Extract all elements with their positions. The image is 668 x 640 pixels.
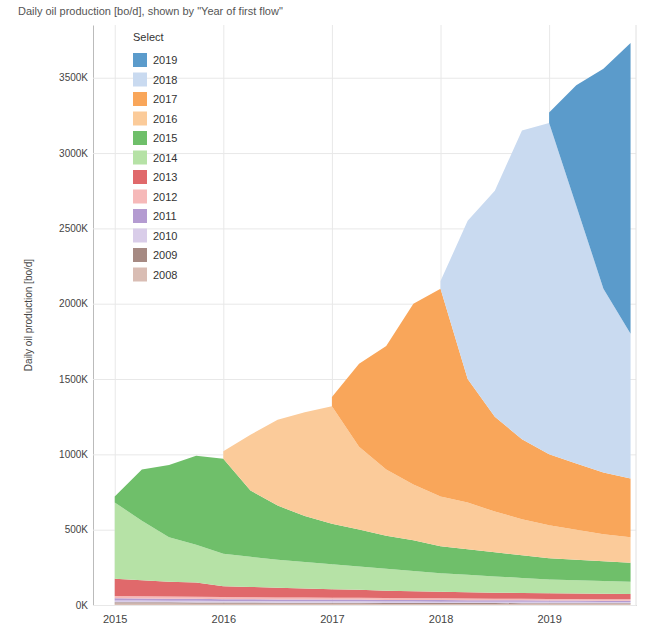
legend-label[interactable]: 2015: [153, 132, 177, 144]
area-series: [549, 43, 630, 334]
y-tick-label: 1000K: [59, 449, 88, 460]
legend-swatch[interactable]: [133, 209, 147, 223]
legend-swatch[interactable]: [133, 73, 147, 87]
legend-swatch[interactable]: [133, 170, 147, 184]
legend-swatch[interactable]: [133, 268, 147, 282]
legend-item[interactable]: 2014: [133, 151, 177, 165]
legend-item[interactable]: 2009: [133, 248, 177, 262]
y-tick-label: 0K: [76, 600, 89, 611]
y-axis: 0K 500K 1000K 1500K 2000K 2500K 3000K 3500K: [59, 26, 636, 611]
y-tick-label: 3000K: [59, 148, 88, 159]
legend-swatch[interactable]: [133, 229, 147, 243]
legend-swatch[interactable]: [133, 248, 147, 262]
y-grid-line: [93, 605, 636, 606]
legend-item[interactable]: 2012: [133, 190, 177, 204]
y-tick-label: 2500K: [59, 223, 88, 234]
x-axis: 2015 2016 2017 2018 2019: [94, 25, 637, 625]
legend: Select 2019 2018 2017 2016 2015 2014 2013 2012 20…: [133, 31, 177, 282]
areas: [115, 43, 631, 605]
y-tick-label: 2000K: [59, 298, 88, 309]
legend-label[interactable]: 2013: [153, 171, 177, 183]
legend-label[interactable]: 2014: [153, 152, 177, 164]
y-axis-title: Daily oil production [bo/d]: [23, 259, 34, 372]
x-tick-label: 2016: [212, 613, 236, 625]
legend-item[interactable]: 2013: [133, 170, 177, 184]
legend-label[interactable]: 2008: [153, 269, 177, 281]
legend-swatch[interactable]: [133, 53, 147, 67]
y-axis-line: [93, 26, 94, 606]
y-tick-label: 500K: [65, 524, 89, 535]
x-tick-label: 2017: [320, 613, 344, 625]
legend-title: Select: [133, 31, 164, 43]
legend-swatch[interactable]: [133, 190, 147, 204]
title: Daily oil production [bo/d], shown by "Y…: [18, 5, 283, 17]
legend-label[interactable]: 2012: [153, 191, 177, 203]
legend-swatch[interactable]: [133, 151, 147, 165]
legend-label[interactable]: 2009: [153, 249, 177, 261]
legend-label[interactable]: 2018: [153, 74, 177, 86]
x-tick-label: 2015: [103, 613, 127, 625]
legend-item[interactable]: 2018: [133, 73, 177, 87]
y-tick-label: 3500K: [59, 72, 88, 83]
legend-item[interactable]: 2008: [133, 268, 177, 282]
legend-label[interactable]: 2011: [153, 210, 177, 222]
legend-item[interactable]: 2015: [133, 131, 177, 145]
legend-item[interactable]: 2019: [133, 53, 177, 67]
legend-swatch[interactable]: [133, 131, 147, 145]
x-tick-label: 2018: [429, 613, 453, 625]
chart: Daily oil production [bo/d], shown by "Y…: [0, 0, 668, 640]
legend-swatch[interactable]: [133, 112, 147, 126]
y-tick-label: 1500K: [59, 374, 88, 385]
legend-swatch[interactable]: [133, 92, 147, 106]
x-tick-label: 2019: [537, 613, 561, 625]
plot-frame: [636, 25, 637, 605]
legend-item[interactable]: 2010: [133, 229, 177, 243]
legend-label[interactable]: 2016: [153, 113, 177, 125]
legend-label[interactable]: 2010: [153, 230, 177, 242]
legend-item[interactable]: 2017: [133, 92, 177, 106]
legend-item[interactable]: 2016: [133, 112, 177, 126]
legend-label[interactable]: 2017: [153, 93, 177, 105]
legend-item[interactable]: 2011: [133, 209, 177, 223]
x-axis-line: [94, 605, 637, 606]
legend-label[interactable]: 2019: [153, 54, 177, 66]
